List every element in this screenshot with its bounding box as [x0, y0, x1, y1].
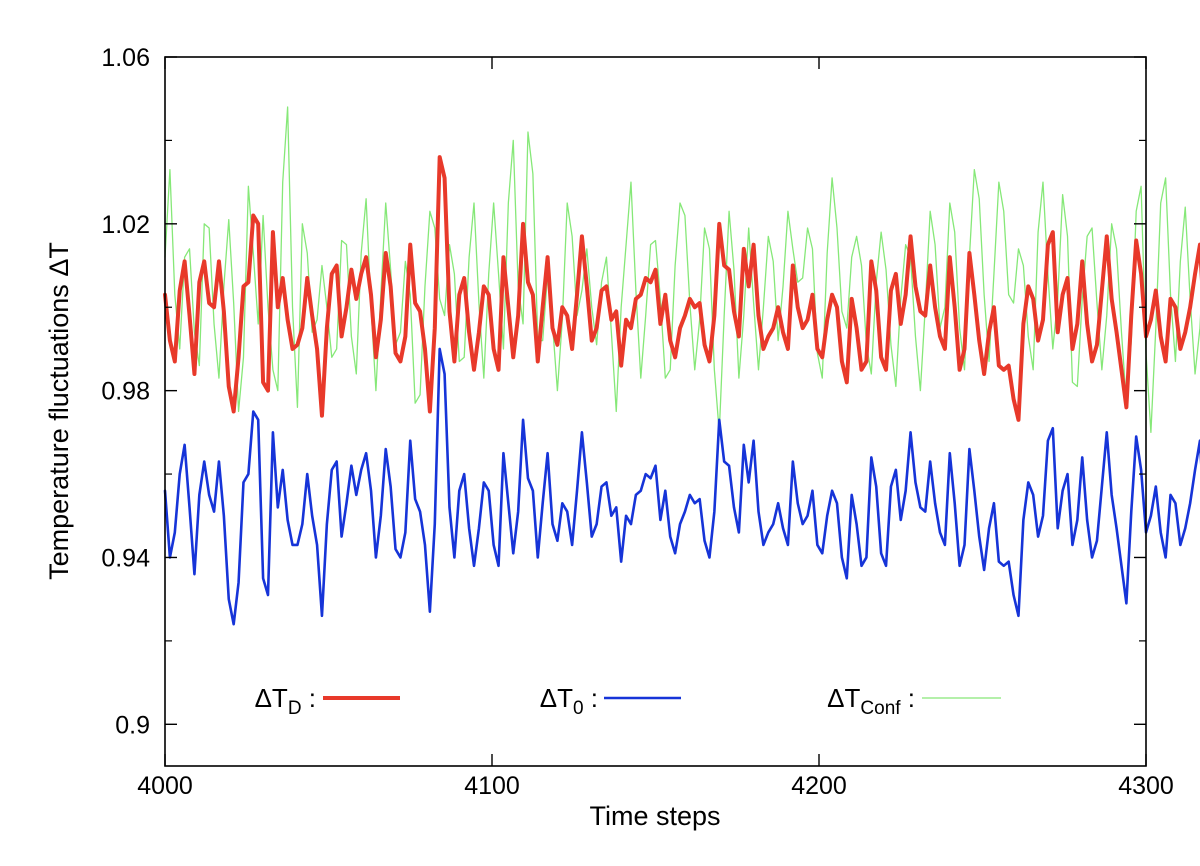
x-tick-label: 4100 — [464, 772, 520, 800]
x-tick-label: 4000 — [137, 772, 193, 800]
series-line-conf — [164, 106, 1200, 434]
x-axis-title: Time steps — [589, 801, 720, 831]
y-tick-label: 0.94 — [101, 544, 150, 572]
y-tick-label: 1.02 — [101, 211, 150, 239]
legend-label: ΔTConf : — [827, 683, 915, 719]
y-axis-title: Temperature fluctuations ΔT — [44, 242, 74, 580]
x-tick-label: 4300 — [1118, 772, 1174, 800]
y-tick-label: 1.06 — [101, 44, 150, 72]
legend-label: ΔT0 : — [540, 683, 598, 719]
legend: ΔTD : ΔT0 : ΔTConf : — [255, 683, 1001, 719]
series-layer — [163, 106, 1200, 626]
legend-label: ΔTD : — [255, 683, 316, 719]
ticks-layer: 4000 4100 4200 4300 0.9 0.94 0.98 1.02 1.06 — [101, 44, 1173, 800]
plot-frame — [164, 56, 1147, 767]
y-tick-label: 0.98 — [101, 378, 150, 406]
series-line-d — [163, 155, 1200, 422]
y-tick-label: 0.9 — [115, 711, 150, 739]
x-tick-label: 4200 — [791, 772, 847, 800]
series-line-0 — [163, 347, 1200, 626]
